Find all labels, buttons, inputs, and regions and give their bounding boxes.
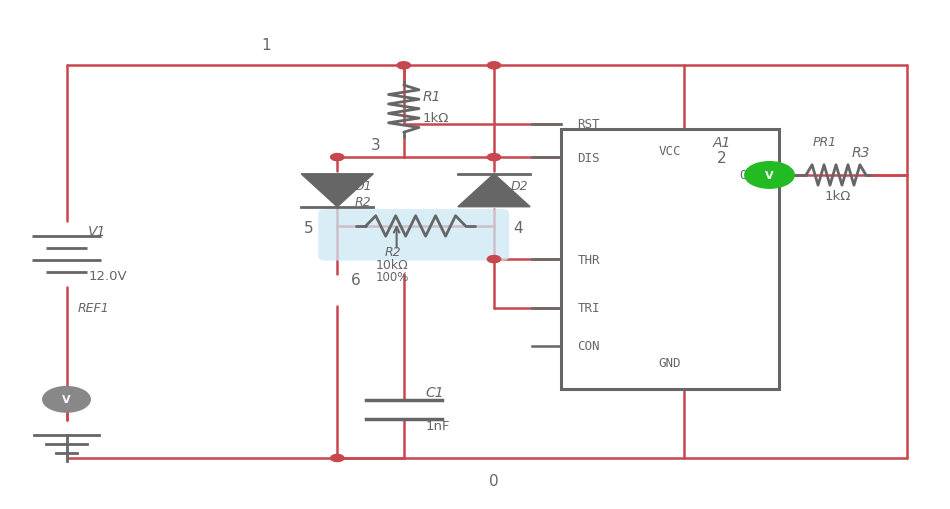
Text: V: V — [62, 394, 71, 405]
Text: THR: THR — [578, 253, 600, 266]
Text: 4: 4 — [513, 220, 522, 236]
Text: V: V — [765, 171, 774, 181]
Circle shape — [487, 63, 501, 70]
Text: OUT: OUT — [739, 169, 762, 182]
Text: 1nF: 1nF — [426, 419, 450, 433]
Text: R3: R3 — [851, 146, 869, 160]
Text: 100%: 100% — [375, 271, 408, 284]
Circle shape — [487, 256, 501, 263]
Text: 1kΩ: 1kΩ — [423, 111, 449, 125]
Text: DIS: DIS — [578, 151, 600, 164]
Text: 3: 3 — [370, 137, 380, 153]
Text: VCC: VCC — [658, 145, 681, 158]
Text: R1: R1 — [423, 90, 441, 104]
Text: TRI: TRI — [578, 301, 600, 315]
Circle shape — [331, 455, 344, 462]
Text: CON: CON — [578, 340, 600, 353]
Text: 5: 5 — [304, 220, 314, 236]
Text: 2: 2 — [717, 150, 727, 165]
Polygon shape — [301, 175, 373, 207]
Text: 10kΩ: 10kΩ — [375, 258, 408, 271]
Circle shape — [43, 387, 90, 412]
Circle shape — [745, 162, 794, 189]
Text: D1: D1 — [354, 179, 372, 192]
Bar — [560, 130, 779, 389]
Text: V1: V1 — [88, 224, 106, 239]
Polygon shape — [458, 175, 530, 207]
Text: PR1: PR1 — [812, 136, 837, 149]
Circle shape — [331, 154, 344, 161]
Text: 6: 6 — [352, 272, 361, 288]
Text: D2: D2 — [511, 179, 529, 192]
Text: 12.0V: 12.0V — [88, 269, 127, 282]
Text: REF1: REF1 — [78, 301, 109, 315]
Text: 0: 0 — [489, 473, 499, 489]
Circle shape — [487, 154, 501, 161]
Circle shape — [397, 63, 410, 70]
Text: GND: GND — [658, 356, 681, 370]
Text: 1: 1 — [261, 38, 271, 53]
Text: R2: R2 — [385, 245, 401, 259]
Text: C1: C1 — [426, 385, 445, 399]
Text: RST: RST — [578, 118, 600, 131]
Text: R2: R2 — [354, 196, 371, 209]
Text: A1: A1 — [712, 135, 732, 150]
Text: 1kΩ: 1kΩ — [825, 190, 851, 203]
FancyBboxPatch shape — [318, 210, 509, 261]
